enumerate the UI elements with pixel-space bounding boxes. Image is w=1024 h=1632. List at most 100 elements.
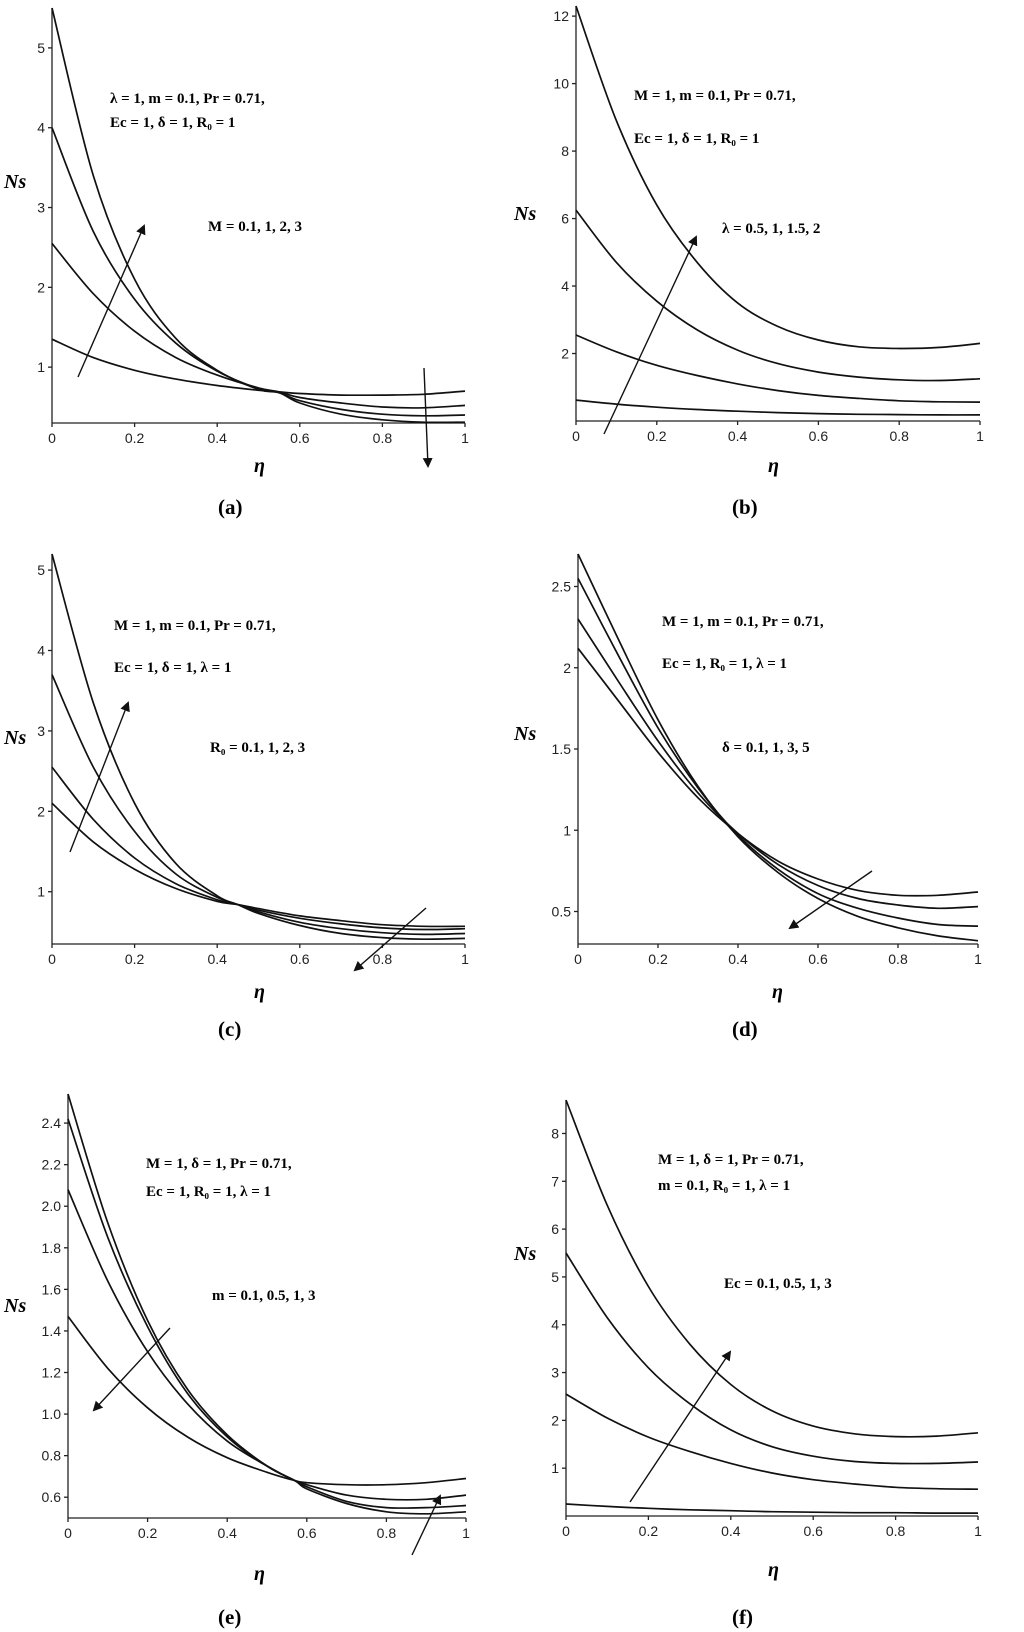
x-tick-label-f: 0.8 bbox=[886, 1523, 906, 1539]
ylabel-c: Ns bbox=[3, 727, 26, 749]
y-tick-label-d: 2.5 bbox=[552, 579, 572, 595]
x-tick-label-a: 1 bbox=[461, 430, 469, 446]
annotation-a-2: Ec = 1, δ = 1, R₀ = 1 bbox=[110, 115, 235, 131]
xlabel-b: η bbox=[768, 455, 779, 477]
y-tick-label-e: 2.2 bbox=[42, 1157, 62, 1173]
x-tick-label-c: 0.2 bbox=[125, 951, 145, 967]
chart-panel-b: 0 0.2 0.4 0.6 0.8 1 2 4 6 8 10 12 Ns η M = 1, m = 0… bbox=[510, 0, 1010, 540]
x-tick-label-e: 1 bbox=[462, 1525, 470, 1541]
x-tick-label-d: 0.4 bbox=[728, 951, 748, 967]
series-line-e-3 bbox=[67, 1093, 467, 1515]
arrow-a-1 bbox=[77, 224, 146, 378]
x-tick-label-f: 1 bbox=[974, 1523, 982, 1539]
y-tick-label-d: 1 bbox=[563, 822, 571, 838]
series-line-e-0 bbox=[67, 1315, 467, 1486]
arrow-a-2 bbox=[422, 367, 433, 468]
ylabel-a: Ns bbox=[3, 171, 26, 193]
arrow-e-1 bbox=[92, 1327, 171, 1412]
caption-f: (f) bbox=[732, 1605, 753, 1629]
series-line-c-0 bbox=[51, 802, 466, 928]
x-tick-label-b: 0.4 bbox=[728, 428, 748, 444]
y-tick-label-f: 5 bbox=[551, 1269, 559, 1285]
y-tick-label-b: 10 bbox=[553, 76, 569, 92]
caption-a: (a) bbox=[218, 495, 243, 519]
y-tick-label-f: 1 bbox=[551, 1460, 559, 1476]
x-tick-label-c: 0.8 bbox=[373, 951, 393, 967]
series-line-f-3 bbox=[565, 1099, 979, 1438]
annotation-c-3: R₀ = 0.1, 1, 2, 3 bbox=[210, 740, 305, 756]
xlabel-c: η bbox=[254, 981, 265, 1003]
y-tick-label-f: 6 bbox=[551, 1221, 559, 1237]
annotation-a-3: M = 0.1, 1, 2, 3 bbox=[208, 219, 302, 235]
annotation-b-2: Ec = 1, δ = 1, R₀ = 1 bbox=[634, 131, 759, 147]
caption-b: (b) bbox=[732, 495, 758, 519]
x-tick-label-e: 0.6 bbox=[297, 1525, 317, 1541]
series-line-c-2 bbox=[51, 674, 466, 936]
y-tick-label-f: 7 bbox=[551, 1173, 559, 1189]
series-line-d-0 bbox=[577, 647, 979, 897]
y-tick-label-d: 2 bbox=[563, 660, 571, 676]
x-tick-label-a: 0.6 bbox=[290, 430, 310, 446]
chart-panel-f: 0 0.2 0.4 0.6 0.8 1 1 2 3 4 5 6 7 8 Ns η M = 1, δ = 1… bbox=[510, 1050, 1010, 1629]
y-tick-label-b: 12 bbox=[553, 8, 569, 24]
x-tick-label-a: 0.2 bbox=[125, 430, 145, 446]
annotation-e-3: m = 0.1, 0.5, 1, 3 bbox=[212, 1288, 316, 1304]
x-tick-label-d: 0 bbox=[574, 951, 582, 967]
plot-e: 0 0.2 0.4 0.6 0.8 1 0.6 0.8 1.0 1.2 1.4 1.6 1.8 2.0 2.… bbox=[42, 1093, 470, 1541]
chart-svg-d: 0 0.2 0.4 0.6 0.8 1 0.5 1 1.5 2 2.5 Ns η M = 1, m … bbox=[513, 553, 982, 1041]
x-tick-label-b: 0.2 bbox=[647, 428, 667, 444]
y-tick-label-a: 3 bbox=[37, 200, 45, 216]
y-tick-label-b: 8 bbox=[561, 143, 569, 159]
y-tick-label-c: 5 bbox=[37, 562, 45, 578]
x-tick-label-d: 0.2 bbox=[648, 951, 668, 967]
series-line-a-2 bbox=[51, 127, 466, 417]
xlabel-f: η bbox=[768, 1559, 779, 1581]
ylabel-b: Ns bbox=[513, 203, 536, 225]
x-tick-label-e: 0 bbox=[64, 1525, 72, 1541]
y-tick-label-e: 1.4 bbox=[42, 1323, 62, 1339]
series-line-b-1 bbox=[575, 334, 981, 403]
y-tick-label-e: 1.8 bbox=[42, 1240, 62, 1256]
y-tick-label-b: 4 bbox=[561, 278, 569, 294]
y-tick-label-c: 1 bbox=[37, 884, 45, 900]
x-tick-label-f: 0.2 bbox=[639, 1523, 659, 1539]
x-tick-label-f: 0 bbox=[562, 1523, 570, 1539]
plot-d: 0 0.2 0.4 0.6 0.8 1 0.5 1 1.5 2 2.5 bbox=[552, 553, 982, 967]
y-tick-label-e: 0.6 bbox=[42, 1489, 62, 1505]
x-tick-label-e: 0.8 bbox=[377, 1525, 397, 1541]
y-tick-label-b: 6 bbox=[561, 211, 569, 227]
plot-c: 0 0.2 0.4 0.6 0.8 1 1 2 3 4 5 bbox=[37, 553, 469, 967]
x-tick-label-a: 0.4 bbox=[207, 430, 227, 446]
series-line-e-1 bbox=[67, 1189, 467, 1501]
annotation-d-1: M = 1, m = 0.1, Pr = 0.71, bbox=[662, 614, 824, 630]
annotation-d-2: Ec = 1, R₀ = 1, λ = 1 bbox=[662, 656, 787, 672]
arrow-f-1 bbox=[629, 1350, 732, 1503]
series-line-b-0 bbox=[575, 399, 981, 416]
chart-panel-e: 0 0.2 0.4 0.6 0.8 1 0.6 0.8 1.0 1.2 1.4 1.6 1.8 2.0 2.… bbox=[0, 1050, 500, 1629]
y-tick-label-a: 5 bbox=[37, 40, 45, 56]
arrow-d-1 bbox=[788, 870, 873, 930]
arrow-c-1 bbox=[69, 701, 130, 853]
y-tick-label-d: 0.5 bbox=[552, 904, 572, 920]
annotation-f-1: M = 1, δ = 1, Pr = 0.71, bbox=[658, 1152, 804, 1168]
y-tick-label-e: 2.4 bbox=[42, 1115, 62, 1131]
chart-svg-e: 0 0.2 0.4 0.6 0.8 1 0.6 0.8 1.0 1.2 1.4 1.6 1.8 2.0 2.… bbox=[3, 1093, 470, 1629]
series-line-d-2 bbox=[577, 578, 979, 927]
chart-panel-a: 0 0.2 0.4 0.6 0.8 1 1 2 3 4 5 Ns η λ = 1, m = 0.1,… bbox=[0, 0, 500, 540]
x-tick-label-e: 0.2 bbox=[138, 1525, 158, 1541]
x-tick-label-b: 0.8 bbox=[889, 428, 909, 444]
series-line-f-2 bbox=[565, 1252, 979, 1465]
x-tick-label-a: 0.8 bbox=[373, 430, 393, 446]
x-tick-label-a: 0 bbox=[48, 430, 56, 446]
series-line-e-2 bbox=[67, 1118, 467, 1509]
x-tick-label-d: 0.6 bbox=[808, 951, 828, 967]
xlabel-e: η bbox=[254, 1563, 265, 1585]
annotation-b-1: M = 1, m = 0.1, Pr = 0.71, bbox=[634, 88, 796, 104]
xlabel-d: η bbox=[772, 981, 783, 1003]
ylabel-f: Ns bbox=[513, 1243, 536, 1265]
y-tick-label-a: 4 bbox=[37, 120, 45, 136]
y-tick-label-e: 1.6 bbox=[42, 1281, 62, 1297]
annotation-a-1: λ = 1, m = 0.1, Pr = 0.71, bbox=[110, 91, 265, 107]
chart-panel-d: 0 0.2 0.4 0.6 0.8 1 0.5 1 1.5 2 2.5 Ns η M = 1, m … bbox=[510, 526, 1010, 1066]
